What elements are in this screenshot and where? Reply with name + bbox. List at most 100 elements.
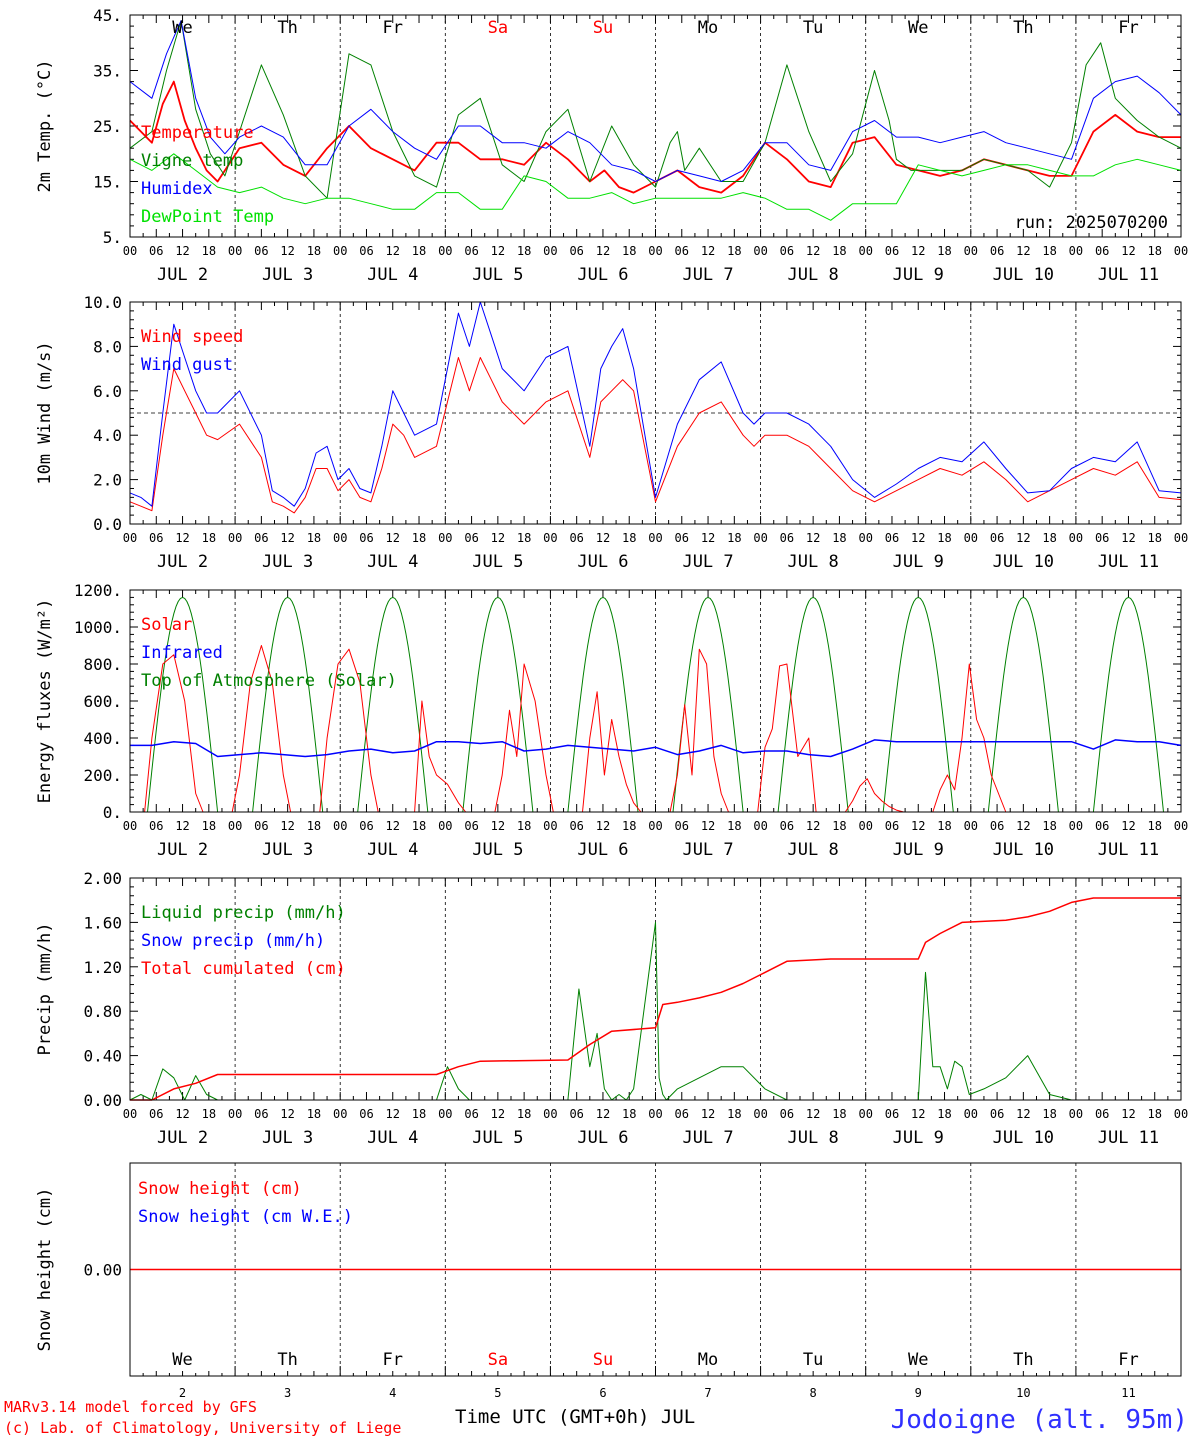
hour-label: 12: [911, 244, 925, 258]
y-tick-label: 35.: [93, 62, 122, 81]
hour-label: 00: [753, 244, 767, 258]
weekday-label: We: [172, 18, 192, 38]
hour-label: 00: [333, 819, 347, 833]
hour-label: 18: [727, 531, 741, 545]
legend-entry: Snow height (cm W.E.): [138, 1207, 353, 1227]
date-label: JUL 9: [893, 1128, 944, 1148]
weekday-label: Su: [593, 18, 613, 38]
hour-label: 00: [753, 819, 767, 833]
hour-label: 06: [569, 244, 583, 258]
hour-label: 00: [648, 1107, 662, 1121]
hour-label: 12: [175, 1107, 189, 1121]
hour-label: 06: [359, 244, 373, 258]
date-label: JUL 8: [788, 1128, 839, 1148]
hour-label: 06: [149, 531, 163, 545]
date-label: JUL 5: [472, 265, 523, 285]
day-number-label: 5: [494, 1386, 501, 1400]
hour-label: 06: [254, 1107, 268, 1121]
date-label: JUL 7: [682, 840, 733, 860]
hour-label: 06: [885, 819, 899, 833]
hour-label: 12: [1016, 244, 1030, 258]
hour-label: 12: [175, 244, 189, 258]
date-label: JUL 3: [262, 552, 313, 572]
hour-label: 18: [1042, 531, 1056, 545]
hour-label: 06: [569, 531, 583, 545]
weekday-label: Fr: [383, 18, 403, 38]
hour-label: 18: [1147, 819, 1161, 833]
hour-label: 06: [464, 244, 478, 258]
hour-label: 06: [990, 1107, 1004, 1121]
hour-label: 18: [937, 531, 951, 545]
hour-label: 12: [806, 531, 820, 545]
hour-label: 00: [123, 531, 137, 545]
hour-label: 12: [596, 1107, 610, 1121]
hour-label: 00: [1174, 244, 1188, 258]
hour-label: 00: [228, 531, 242, 545]
hour-label: 06: [464, 1107, 478, 1121]
hour-label: 12: [491, 531, 505, 545]
hour-label: 06: [675, 819, 689, 833]
weekday-label: We: [908, 1350, 928, 1370]
date-label: JUL 7: [682, 1128, 733, 1148]
hour-label: 06: [359, 1107, 373, 1121]
y-tick-label: 4.0: [93, 426, 122, 445]
panel-5: 0.00 Snow height (cm) Snow height (cm W.E.…: [35, 1162, 1182, 1400]
plot-frame: [129, 877, 1182, 1101]
series-line: [129, 153, 1182, 221]
hour-label: 18: [307, 244, 321, 258]
hour-label: 00: [1174, 819, 1188, 833]
y-tick-label: 0.00: [83, 1261, 122, 1280]
series-line: [130, 739, 1182, 758]
date-label: JUL 4: [367, 840, 418, 860]
hour-label: 00: [1174, 531, 1188, 545]
hour-label: 00: [123, 819, 137, 833]
weekday-label: Mo: [698, 18, 718, 38]
hour-label: 06: [1095, 819, 1109, 833]
hour-label: 06: [990, 244, 1004, 258]
day-number-label: 9: [915, 1386, 922, 1400]
date-label: JUL 8: [788, 265, 839, 285]
weekday-label: Fr: [1118, 1350, 1138, 1370]
y-tick-label: 25.: [93, 117, 122, 136]
hour-label: 12: [386, 531, 400, 545]
series-line: [129, 357, 1182, 514]
hour-label: 00: [123, 244, 137, 258]
date-label: JUL 4: [367, 552, 418, 572]
hour-label: 12: [280, 244, 294, 258]
date-label: JUL 3: [262, 1128, 313, 1148]
date-label: JUL 2: [157, 840, 208, 860]
date-label: JUL 11: [1098, 840, 1159, 860]
y-axis-label: 2m Temp. (°C): [35, 59, 55, 192]
date-label: JUL 8: [788, 840, 839, 860]
date-label: JUL 10: [993, 552, 1054, 572]
date-label: JUL 11: [1098, 265, 1159, 285]
hour-label: 06: [464, 819, 478, 833]
y-tick-label: 2.00: [83, 869, 122, 888]
hour-label: 00: [858, 244, 872, 258]
hour-label: 00: [753, 1107, 767, 1121]
hour-label: 12: [280, 1107, 294, 1121]
hour-label: 00: [333, 1107, 347, 1121]
day-number-label: 3: [284, 1386, 291, 1400]
plot-frame: [129, 589, 1182, 813]
y-tick-label: 0.0: [93, 515, 122, 534]
hour-label: 00: [858, 819, 872, 833]
legend-entry: Total cumulated (cm): [141, 959, 346, 979]
date-label: JUL 8: [788, 552, 839, 572]
day-number-label: 2: [179, 1386, 186, 1400]
y-tick-label: 15.: [93, 173, 122, 192]
hour-label: 06: [1095, 531, 1109, 545]
hour-label: 12: [701, 244, 715, 258]
y-tick-label: 0.80: [83, 1002, 122, 1021]
hour-label: 00: [648, 531, 662, 545]
y-tick-label: 200.: [83, 766, 122, 785]
hour-label: 18: [832, 1107, 846, 1121]
hour-label: 18: [622, 1107, 636, 1121]
date-label: JUL 10: [993, 840, 1054, 860]
hour-label: 18: [727, 819, 741, 833]
hour-label: 06: [1095, 1107, 1109, 1121]
weekday-label: Th: [1013, 1350, 1033, 1370]
legend-entry: Wind speed: [141, 327, 243, 347]
panel-4: 0.00 0.40 0.80 1.20 1.60 2.00 Liquid precip (m…: [35, 869, 1188, 1148]
